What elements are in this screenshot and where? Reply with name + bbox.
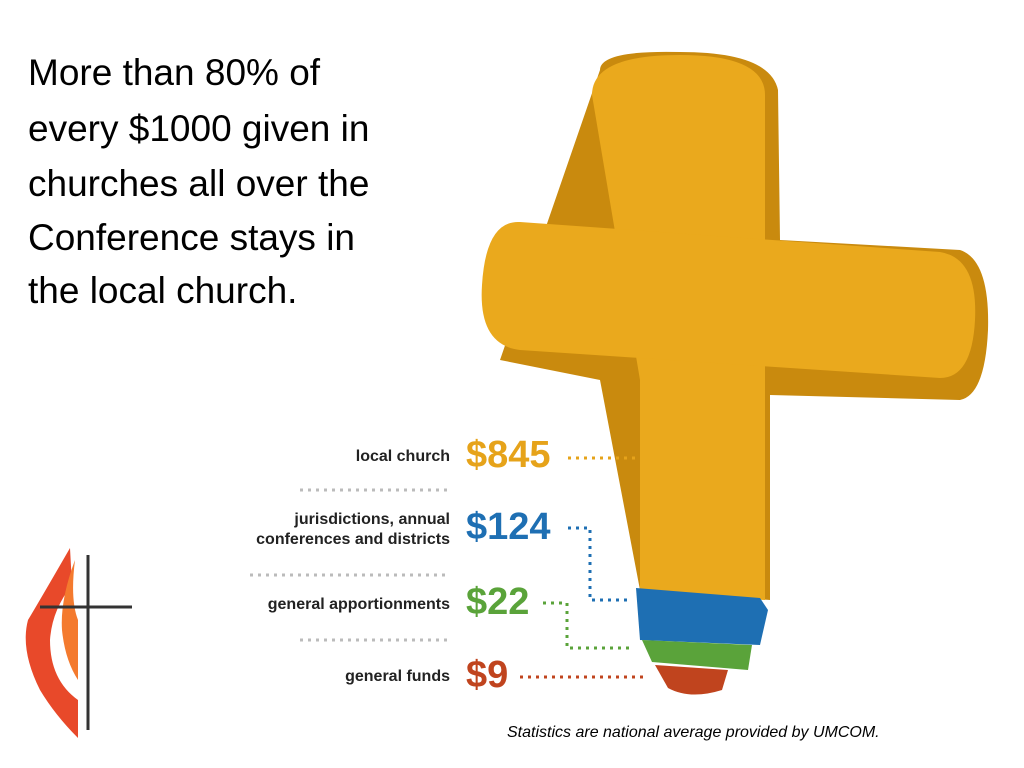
item-label: general apportionments [267,596,450,613]
item-label: jurisdictions, annual [294,511,450,528]
item-label: general funds [345,668,450,685]
item-amount: $9 [466,654,509,696]
segment-red [655,665,728,695]
heading-line: every $1000 given in [28,108,370,149]
heading-line: Conference stays in [28,217,356,258]
leaders [520,456,648,679]
segment-green [642,640,752,670]
item-label: conferences and districts [256,531,450,548]
segment-blue [636,588,768,645]
item-amount: $124 [466,506,551,548]
heading-line: the local church. [28,270,298,311]
item-amount: $22 [466,581,530,623]
item-label: local church [355,448,450,465]
footnote: Statistics are national average provided… [507,724,880,741]
heading-line: More than 80% of [28,52,321,93]
item-amount: $845 [466,434,551,476]
logo [25,548,132,738]
separators [250,488,450,642]
cross-horizontal [481,221,976,378]
heading-line: churches all over the [28,163,370,204]
